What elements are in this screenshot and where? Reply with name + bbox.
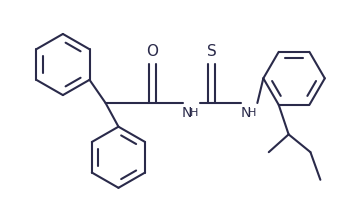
Text: S: S — [207, 44, 216, 59]
Text: N: N — [240, 106, 251, 120]
Text: O: O — [146, 44, 158, 59]
Text: H: H — [190, 108, 198, 118]
Text: H: H — [248, 108, 257, 118]
Text: N: N — [182, 106, 192, 120]
